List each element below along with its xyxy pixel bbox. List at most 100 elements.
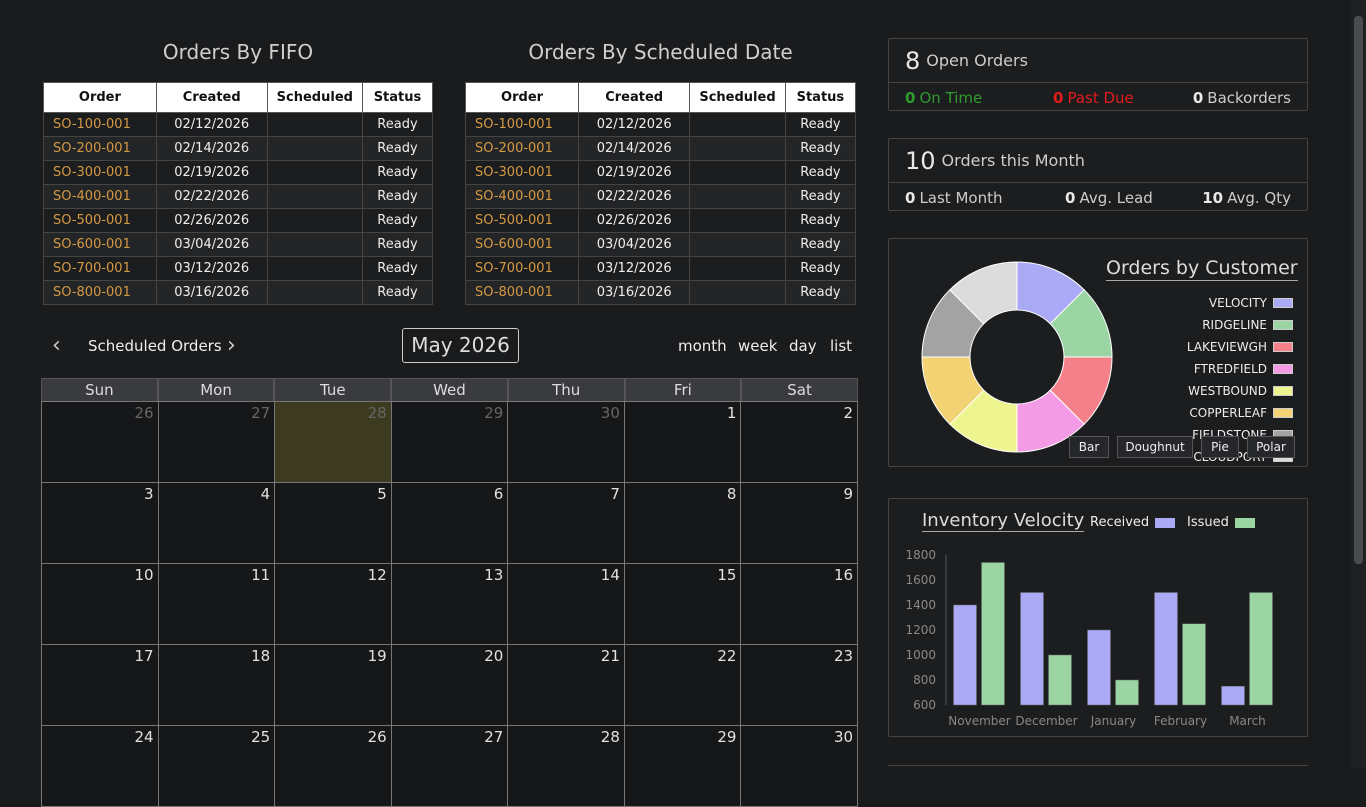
calendar-day[interactable]: 28 — [508, 726, 625, 807]
calendar-day[interactable]: 26 — [42, 402, 159, 483]
order-link[interactable]: SO-800-001 — [43, 280, 157, 305]
doughnut-button[interactable]: Doughnut — [1117, 436, 1193, 458]
calendar-day[interactable]: 10 — [42, 564, 159, 645]
calendar-day[interactable]: 8 — [624, 483, 742, 564]
calendar-day[interactable]: 14 — [508, 564, 625, 645]
order-link[interactable]: SO-400-001 — [464, 184, 580, 209]
calendar-day[interactable]: 9 — [741, 483, 859, 564]
calendar-day[interactable]: 18 — [158, 645, 276, 726]
column-header[interactable]: Order — [464, 82, 580, 113]
customer-chart-title: Orders by Customer — [1106, 257, 1298, 281]
calendar-day[interactable]: 22 — [624, 645, 742, 726]
table-cell: 02/19/2026 — [578, 160, 691, 185]
order-link[interactable]: SO-500-001 — [43, 208, 157, 233]
order-link[interactable]: SO-300-001 — [464, 160, 580, 185]
table-cell: Ready — [784, 184, 857, 209]
table-cell — [689, 112, 786, 137]
calendar-day[interactable]: 13 — [391, 564, 509, 645]
calendar-day[interactable]: 2 — [741, 402, 859, 483]
calendar-day[interactable]: 6 — [391, 483, 509, 564]
view-month-button[interactable]: month — [678, 337, 727, 355]
next-arrow-icon[interactable]: › — [227, 333, 236, 358]
legend-item[interactable]: FTREDFIELD — [1194, 362, 1293, 376]
calendar-day[interactable]: 30 — [741, 726, 859, 807]
calendar-day[interactable]: 23 — [741, 645, 859, 726]
calendar-day[interactable]: 27 — [391, 726, 509, 807]
legend-item[interactable]: COPPERLEAF — [1189, 406, 1293, 420]
table-cell: 02/14/2026 — [578, 136, 691, 161]
table-cell: 03/16/2026 — [155, 280, 268, 305]
table-cell: 02/12/2026 — [578, 112, 691, 137]
scrollbar-thumb[interactable] — [1354, 16, 1363, 564]
calendar-day[interactable]: 12 — [275, 564, 392, 645]
column-header[interactable]: Status — [784, 82, 857, 113]
calendar-day[interactable]: 15 — [624, 564, 742, 645]
polar-button[interactable]: Polar — [1247, 436, 1295, 458]
calendar-day[interactable]: 20 — [391, 645, 509, 726]
calendar-day[interactable]: 21 — [508, 645, 625, 726]
calendar-day[interactable]: 3 — [42, 483, 159, 564]
calendar-day[interactable]: 24 — [42, 726, 159, 807]
order-link[interactable]: SO-200-001 — [43, 136, 157, 161]
table-cell — [689, 208, 786, 233]
order-link[interactable]: SO-700-001 — [464, 256, 580, 281]
prev-arrow-icon[interactable]: ‹ — [52, 333, 61, 358]
bar-issued[interactable] — [1115, 679, 1139, 706]
calendar-day[interactable]: 29 — [624, 726, 742, 807]
bar-received[interactable] — [953, 604, 977, 706]
column-header[interactable]: Scheduled — [266, 82, 363, 113]
table-cell: Ready — [361, 256, 434, 281]
bar-issued[interactable] — [1249, 592, 1273, 706]
order-link[interactable]: SO-100-001 — [464, 112, 580, 137]
table-cell: Ready — [784, 136, 857, 161]
order-link[interactable]: SO-300-001 — [43, 160, 157, 185]
y-tick-label: 1200 — [905, 623, 936, 637]
calendar-day[interactable]: 28 — [275, 402, 392, 483]
bar-received[interactable] — [1221, 686, 1245, 706]
calendar-day[interactable]: 11 — [158, 564, 276, 645]
calendar-day[interactable]: 29 — [391, 402, 509, 483]
calendar-day[interactable]: 4 — [158, 483, 276, 564]
bar-issued[interactable] — [1048, 654, 1072, 706]
calendar-day[interactable]: 25 — [158, 726, 276, 807]
column-header[interactable]: Order — [43, 82, 157, 113]
order-link[interactable]: SO-600-001 — [43, 232, 157, 257]
calendar-day[interactable]: 27 — [158, 402, 276, 483]
legend-item[interactable]: WESTBOUND — [1188, 384, 1293, 398]
calendar-day[interactable]: 30 — [508, 402, 625, 483]
calendar-day[interactable]: 26 — [275, 726, 392, 807]
order-link[interactable]: SO-500-001 — [464, 208, 580, 233]
calendar-day[interactable]: 17 — [42, 645, 159, 726]
order-link[interactable]: SO-600-001 — [464, 232, 580, 257]
inventory-velocity-title: Inventory Velocity — [922, 510, 1085, 532]
legend-item[interactable]: RIDGELINE — [1202, 318, 1293, 332]
column-header[interactable]: Created — [578, 82, 691, 113]
order-link[interactable]: SO-400-001 — [43, 184, 157, 209]
order-link[interactable]: SO-200-001 — [464, 136, 580, 161]
order-link[interactable]: SO-800-001 — [464, 280, 580, 305]
order-link[interactable]: SO-700-001 — [43, 256, 157, 281]
calendar-day[interactable]: 19 — [275, 645, 392, 726]
calendar-day[interactable]: 16 — [741, 564, 859, 645]
bar-issued[interactable] — [981, 562, 1005, 706]
bar-received[interactable] — [1087, 629, 1111, 706]
column-header[interactable]: Status — [361, 82, 434, 113]
calendar-day[interactable]: 5 — [275, 483, 392, 564]
column-header[interactable]: Created — [155, 82, 268, 113]
order-link[interactable]: SO-100-001 — [43, 112, 157, 137]
legend-item[interactable]: VELOCITY — [1209, 296, 1293, 310]
table-cell: Ready — [784, 232, 857, 257]
view-day-button[interactable]: day — [789, 337, 817, 355]
column-header[interactable]: Scheduled — [689, 82, 786, 113]
view-list-button[interactable]: list — [830, 337, 853, 355]
bar-button[interactable]: Bar — [1069, 436, 1109, 458]
calendar-day[interactable]: 7 — [508, 483, 625, 564]
legend-item[interactable]: LAKEVIEWGH — [1187, 340, 1293, 354]
bar-received[interactable] — [1154, 592, 1178, 706]
bar-received[interactable] — [1020, 592, 1044, 706]
doughnut-slice[interactable] — [949, 261, 1018, 325]
bar-issued[interactable] — [1182, 623, 1206, 706]
calendar-day[interactable]: 1 — [624, 402, 742, 483]
view-week-button[interactable]: week — [738, 337, 778, 355]
pie-button[interactable]: Pie — [1201, 436, 1239, 458]
